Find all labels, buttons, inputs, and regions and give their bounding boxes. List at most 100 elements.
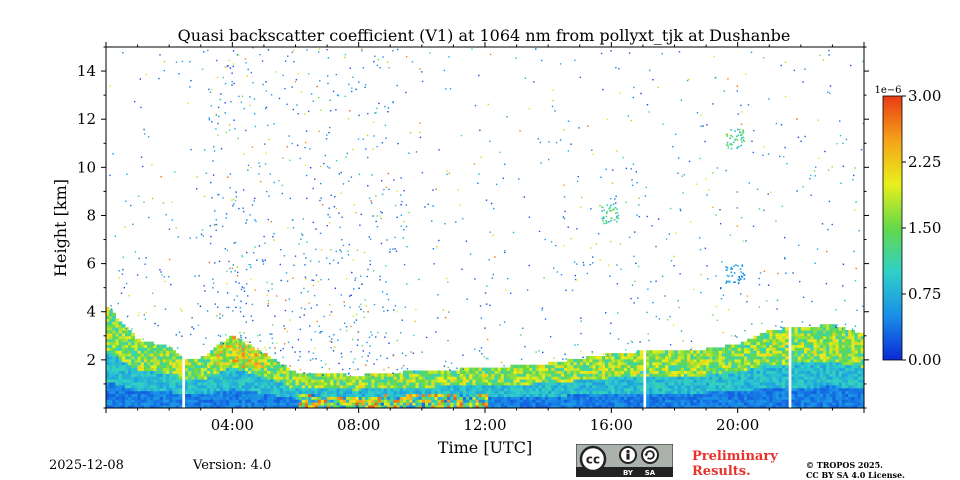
heatmap-cell [778, 370, 783, 374]
heatmap-cell [456, 390, 461, 395]
noise-pixel [401, 319, 403, 321]
heatmap-cell [510, 364, 514, 369]
noise-pixel [633, 86, 635, 89]
heatmap-cell [112, 312, 116, 317]
noise-pixel [574, 278, 577, 281]
noise-pixel [264, 259, 266, 261]
heatmap-cell [696, 350, 701, 354]
heatmap-cell [778, 387, 783, 392]
heatmap-cell [728, 384, 732, 389]
heatmap-cell [835, 353, 840, 357]
heatmap-cell [150, 344, 154, 348]
heatmap-cell [826, 324, 830, 328]
heatmap-cell [725, 379, 729, 383]
heatmap-cell [712, 361, 717, 366]
heatmap-cell [140, 387, 145, 392]
heatmap-cell [450, 384, 454, 389]
heatmap-cell [677, 367, 682, 371]
heatmap-cell [276, 379, 281, 383]
heatmap-cell [109, 402, 113, 406]
heatmap-cell [766, 376, 770, 380]
heatmap-cell [804, 338, 808, 343]
heatmap-cell [567, 393, 571, 397]
noise-pixel [354, 277, 357, 279]
heatmap-cell [150, 350, 154, 354]
noise-pixel [208, 117, 210, 119]
heatmap-cell [406, 396, 410, 400]
heatmap-cell [728, 390, 732, 395]
heatmap-cell [216, 364, 221, 369]
heatmap-cell [579, 364, 584, 369]
heatmap-cell [377, 393, 382, 397]
noise-pixel [312, 221, 315, 224]
heatmap-cell [677, 353, 682, 357]
heatmap-cell [497, 387, 502, 392]
heatmap-cell [311, 396, 315, 400]
noise-pixel [523, 196, 525, 198]
heatmap-cell [377, 390, 382, 395]
heatmap-cell [147, 387, 151, 392]
heatmap-cell [804, 382, 808, 386]
heatmap-cell [750, 344, 754, 348]
heatmap-cell [838, 356, 843, 360]
heatmap-cell [207, 393, 211, 397]
noise-pixel [332, 259, 335, 261]
heatmap-cell [718, 379, 723, 383]
heatmap-cell [522, 393, 527, 397]
heatmap-cell [835, 356, 840, 360]
heatmap-cell [756, 387, 761, 392]
heatmap-cell [797, 402, 802, 406]
heatmap-cell [800, 390, 805, 395]
heatmap-cell [611, 356, 615, 360]
heatmap-cell [759, 393, 764, 397]
heatmap-cell [153, 405, 158, 409]
heatmap-cell [627, 364, 631, 369]
heatmap-cell [712, 387, 717, 392]
heatmap-cell [203, 356, 208, 360]
heatmap-cell [497, 382, 502, 386]
heatmap-cell [728, 387, 732, 392]
heatmap-cell [750, 356, 754, 360]
heatmap-cell [462, 382, 467, 386]
heatmap-cell [652, 356, 657, 360]
heatmap-cell [330, 393, 334, 397]
heatmap-cell [766, 390, 770, 395]
heatmap-cell [548, 379, 552, 383]
heatmap-cell [276, 361, 281, 366]
heatmap-cell [125, 373, 129, 377]
heatmap-cell [238, 344, 243, 348]
heatmap-cell [854, 361, 859, 366]
heatmap-cell [251, 361, 255, 366]
heatmap-cell [835, 405, 840, 409]
heatmap-cell [794, 402, 799, 406]
heatmap-cell [671, 384, 675, 389]
noise-pixel [522, 327, 524, 329]
heatmap-cell [611, 405, 615, 409]
heatmap-cell [245, 384, 249, 389]
heatmap-cell [740, 376, 745, 380]
heatmap-cell [630, 367, 634, 371]
heatmap-cell [734, 379, 739, 383]
noise-pixel [386, 239, 388, 241]
heatmap-cell [222, 353, 227, 357]
heatmap-cell [608, 379, 612, 383]
heatmap-cell [226, 393, 230, 397]
heatmap-cell [128, 330, 132, 334]
heatmap-cell [832, 396, 837, 400]
heatmap-cell [216, 384, 221, 389]
noise-pixel [713, 55, 715, 58]
heatmap-cell [210, 373, 214, 377]
noise-pixel [246, 219, 248, 221]
noise-pixel [274, 352, 276, 354]
noise-pixel [669, 315, 671, 318]
heatmap-cell [545, 382, 549, 386]
heatmap-cell [718, 353, 723, 357]
heatmap-cell [560, 364, 565, 369]
heatmap-cell [841, 330, 846, 334]
heatmap-cell [232, 382, 236, 386]
noise-pixel [580, 350, 582, 352]
heatmap-cell [756, 347, 761, 351]
noise-pixel [392, 372, 394, 374]
heatmap-cell [709, 387, 713, 392]
heatmap-cell [207, 358, 211, 363]
